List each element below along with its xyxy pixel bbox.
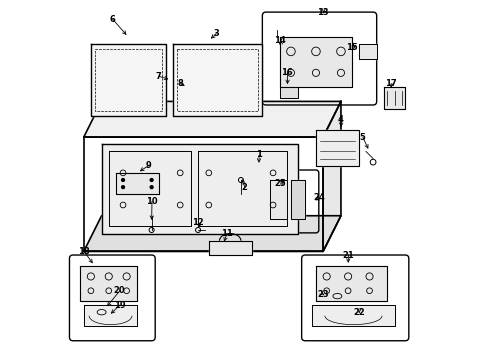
Text: 4: 4: [337, 115, 343, 124]
Circle shape: [122, 179, 124, 181]
Polygon shape: [358, 44, 376, 59]
Polygon shape: [312, 305, 394, 327]
Polygon shape: [383, 87, 405, 109]
Text: 19: 19: [113, 301, 125, 310]
Polygon shape: [83, 137, 323, 251]
Circle shape: [150, 186, 153, 189]
Text: 25: 25: [274, 179, 285, 188]
Polygon shape: [280, 87, 298, 98]
Polygon shape: [315, 266, 386, 301]
Text: 24: 24: [313, 193, 325, 202]
Text: 9: 9: [145, 161, 151, 170]
Polygon shape: [102, 144, 298, 234]
Text: 18: 18: [78, 247, 89, 256]
Polygon shape: [269, 180, 287, 219]
Circle shape: [150, 179, 153, 181]
Text: 21: 21: [342, 251, 353, 260]
Polygon shape: [83, 102, 340, 137]
Polygon shape: [315, 130, 358, 166]
Circle shape: [122, 186, 124, 189]
Polygon shape: [116, 173, 159, 194]
Text: 16: 16: [281, 68, 293, 77]
Text: 15: 15: [345, 43, 357, 52]
Polygon shape: [208, 241, 251, 255]
Polygon shape: [83, 216, 340, 251]
Polygon shape: [80, 266, 137, 301]
Text: 20: 20: [113, 286, 125, 295]
Text: 23: 23: [317, 290, 328, 299]
Polygon shape: [280, 37, 351, 87]
Text: 7: 7: [156, 72, 162, 81]
Polygon shape: [91, 44, 165, 116]
Text: 17: 17: [385, 79, 396, 88]
Text: 3: 3: [213, 29, 218, 38]
Polygon shape: [290, 180, 305, 219]
Text: 10: 10: [145, 197, 157, 206]
Text: 12: 12: [192, 219, 203, 228]
Text: 13: 13: [317, 8, 328, 17]
Text: 6: 6: [109, 15, 115, 24]
Text: 22: 22: [352, 308, 364, 317]
Text: 8: 8: [177, 79, 183, 88]
Text: 1: 1: [255, 150, 261, 159]
Text: 5: 5: [359, 132, 365, 141]
Text: 2: 2: [241, 183, 247, 192]
Polygon shape: [173, 44, 262, 116]
Text: 14: 14: [274, 36, 285, 45]
Polygon shape: [323, 102, 340, 251]
Text: 11: 11: [220, 229, 232, 238]
Polygon shape: [83, 305, 137, 327]
